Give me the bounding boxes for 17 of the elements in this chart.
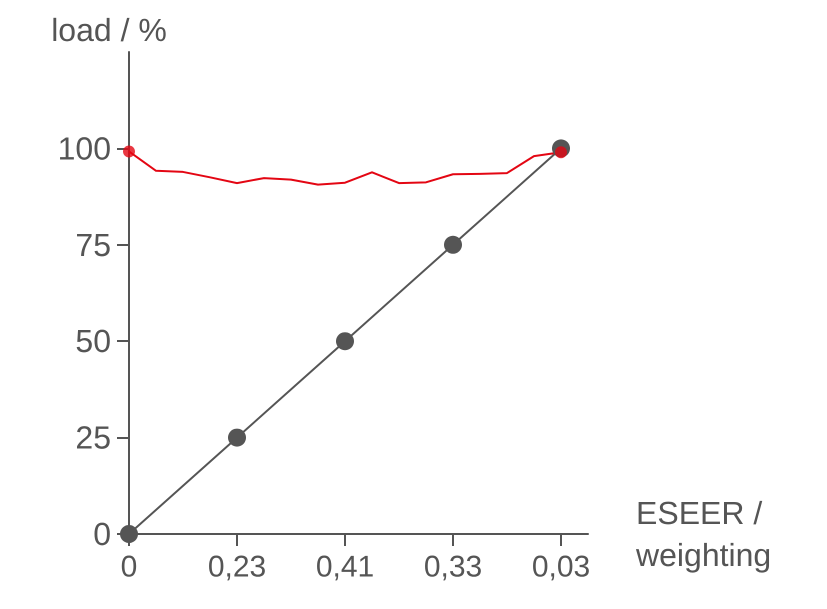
y-tick-label: 25 xyxy=(75,420,111,456)
y-tick-label: 50 xyxy=(75,323,111,360)
point xyxy=(123,145,135,158)
x-tick-label: 0,41 xyxy=(316,550,374,584)
x-tick-label: 0 xyxy=(120,550,138,584)
point xyxy=(444,236,462,254)
x-tick-label: 0,23 xyxy=(208,550,266,584)
x-axis-title: ESEER / weighting xyxy=(635,495,772,573)
x-tick-label: 0,03 xyxy=(532,550,590,584)
point xyxy=(336,332,354,350)
y-tick-label: 75 xyxy=(75,226,111,263)
y-tick-label: 100 xyxy=(58,130,111,166)
point xyxy=(120,525,138,543)
x-tick-label: 0,33 xyxy=(424,550,482,584)
y-axis-title: load / % xyxy=(51,12,167,48)
y-tick-label: 0 xyxy=(93,516,111,552)
point xyxy=(228,428,246,447)
